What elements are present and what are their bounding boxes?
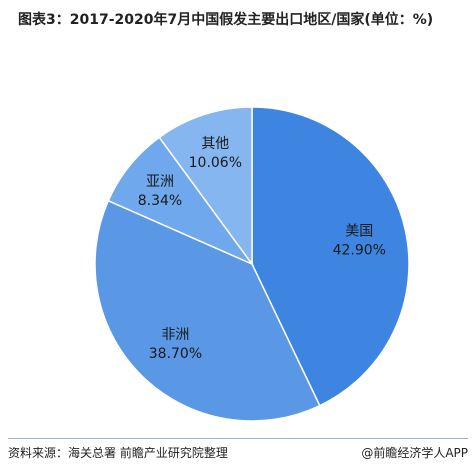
source-note: 资料来源：海关总署 前瞻产业研究院整理: [8, 446, 228, 460]
pie-slice-1: [94, 199, 321, 422]
footer-divider: [8, 438, 468, 439]
pie-labels: 美国 42.90% 非洲 38.70% 亚洲 8.34% 其他 10.06%: [138, 136, 386, 362]
brand-credit: @前瞻经济学人APP: [361, 446, 468, 460]
slice-label-1: 非洲: [161, 327, 189, 343]
slice-label-0: 美国: [345, 224, 373, 240]
slice-value-0: 42.90%: [333, 243, 386, 259]
pie-slice-0: [251, 106, 410, 407]
slice-value-3: 10.06%: [189, 155, 242, 171]
pie-slices: [94, 106, 410, 422]
slice-value-1: 38.70%: [149, 346, 202, 362]
slice-value-2: 8.34%: [138, 193, 182, 209]
chart-title: 图表3：2017-2020年7月中国假发主要出口地区/国家(单位：%): [18, 12, 434, 28]
slice-label-3: 其他: [201, 136, 229, 152]
pie-slice-3: [158, 106, 253, 267]
slice-label-2: 亚洲: [146, 174, 174, 190]
